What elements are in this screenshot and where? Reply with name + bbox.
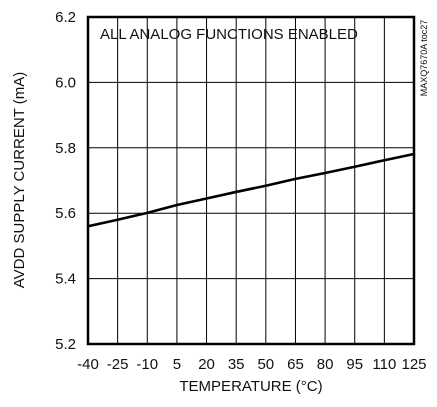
y-tick-label: 5.2	[55, 336, 76, 353]
y-tick-label: 6.2	[55, 9, 76, 26]
chart-annotation: ALL ANALOG FUNCTIONS ENABLED	[100, 26, 358, 43]
y-tick-label: 5.4	[55, 271, 76, 288]
x-tick-label: 125	[401, 356, 426, 373]
y-tick-label: 6.0	[55, 74, 76, 91]
series-layer	[86, 152, 416, 228]
x-tick-label: 80	[317, 356, 334, 373]
y-axis-title: AVDD SUPPLY CURRENT (mA)	[11, 72, 28, 288]
x-axis-title: TEMPERATURE (°C)	[179, 378, 322, 395]
x-tick-label: -40	[77, 356, 99, 373]
x-tick-label: 20	[198, 356, 215, 373]
series-line	[86, 152, 416, 228]
y-tick-label: 5.8	[55, 140, 76, 157]
x-tick-label: 65	[287, 356, 304, 373]
plot-frame	[86, 15, 416, 346]
x-tick-label: 110	[372, 356, 396, 373]
x-tick-label: -10	[136, 356, 158, 373]
tick-label-layer: -40 -25 -10 5 20 35 50 65 80 95 110 125 5.2 5.4 5.6 5.8…	[55, 9, 426, 373]
x-tick-label: 5	[173, 356, 181, 373]
x-tick-label: 95	[346, 356, 363, 373]
x-tick-label: 50	[257, 356, 274, 373]
figure-id-label: MAXQ7670A toc27	[419, 20, 429, 97]
x-tick-label: 35	[228, 356, 245, 373]
grid-layer	[88, 17, 414, 344]
y-tick-label: 5.6	[55, 205, 76, 222]
x-tick-label: -25	[107, 356, 129, 373]
